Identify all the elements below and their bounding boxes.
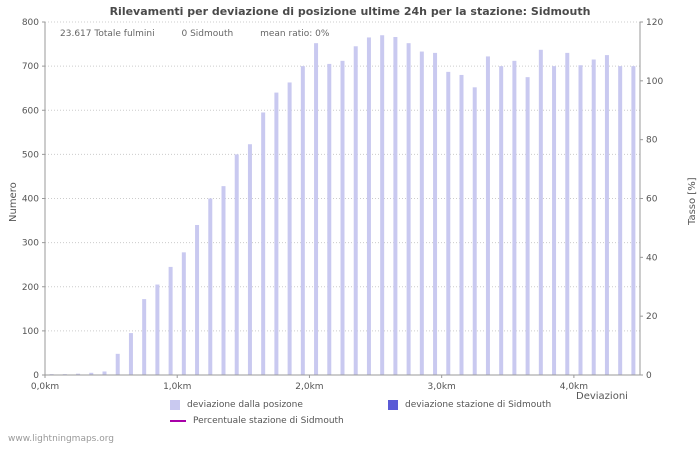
- x-tick-label: 4,0km: [560, 382, 588, 392]
- bar-deviation-position: [89, 372, 94, 375]
- legend-item-deviation-position: deviazione dalla posizone: [170, 400, 388, 410]
- total-lightning-count: 23.617 Totale fulmini: [60, 29, 155, 39]
- y-right-tick-label: 100: [646, 77, 663, 87]
- y-left-tick-label: 600: [22, 106, 39, 116]
- bar-deviation-position: [419, 51, 424, 375]
- legend-item-station-percentage: Percentuale stazione di Sidmouth: [170, 416, 344, 426]
- bar-deviation-position: [591, 59, 596, 375]
- bar-deviation-position: [340, 60, 345, 376]
- bar-deviation-position: [459, 74, 464, 375]
- bar-deviation-position: [485, 56, 490, 375]
- legend-swatch-bar-dark: [388, 400, 398, 410]
- bar-deviation-position: [631, 66, 636, 375]
- bar-deviation-position: [552, 66, 557, 375]
- bar-deviation-position: [181, 252, 186, 375]
- legend-row: Percentuale stazione di Sidmouth: [170, 413, 551, 429]
- chart-stats-line: 23.617 Totale fulmini 0 Sidmouth mean ra…: [60, 29, 353, 39]
- bar-deviation-position: [76, 373, 81, 375]
- watermark-link[interactable]: www.lightningmaps.org: [8, 434, 114, 444]
- chart-title: Rilevamenti per deviazione di posizione …: [109, 5, 591, 18]
- bar-deviation-position: [512, 60, 517, 376]
- y-left-tick-label: 0: [33, 371, 39, 381]
- bar-deviation-position: [168, 266, 173, 375]
- y-left-tick-label: 100: [22, 327, 39, 337]
- bar-deviation-position: [406, 43, 411, 376]
- bar-deviation-position: [366, 37, 371, 375]
- bar-deviation-position: [353, 46, 358, 376]
- bar-deviation-position: [115, 353, 120, 375]
- bar-deviation-position: [565, 52, 570, 375]
- bar-deviation-position: [287, 82, 292, 376]
- legend-swatch-bar-light: [170, 400, 180, 410]
- bar-deviation-position: [525, 77, 530, 375]
- bar-deviation-position: [221, 186, 226, 375]
- bar-deviation-position: [155, 284, 160, 375]
- bar-deviation-position: [446, 71, 451, 375]
- bar-deviation-position: [234, 154, 239, 375]
- bar-deviation-position: [314, 43, 319, 376]
- bar-deviation-position: [472, 87, 477, 376]
- y-right-tick-label: 60: [646, 195, 658, 205]
- y-right-tick-label: 80: [646, 136, 658, 146]
- bar-deviation-position: [195, 224, 200, 375]
- station-count: 0 Sidmouth: [181, 29, 234, 39]
- bar-deviation-position: [393, 37, 398, 375]
- bar-deviation-position: [604, 55, 609, 375]
- x-tick-label: 0,0km: [31, 382, 59, 392]
- bar-deviation-position: [274, 92, 279, 375]
- bar-deviation-position: [247, 144, 252, 375]
- bar-deviation-position: [142, 299, 147, 375]
- x-tick-label: 2,0km: [295, 382, 323, 392]
- bar-deviation-position: [300, 66, 305, 375]
- bar-deviation-position: [578, 65, 583, 376]
- bar-deviation-position: [261, 112, 266, 376]
- legend-swatch-line: [170, 420, 186, 422]
- bar-deviation-position: [327, 63, 332, 375]
- bar-deviation-position: [380, 35, 385, 376]
- y-right-tick-label: 0: [646, 371, 652, 381]
- y-left-tick-label: 400: [22, 195, 39, 205]
- legend-item-station-deviation: deviazione stazione di Sidmouth: [388, 400, 551, 410]
- y-right-tick-label: 40: [646, 253, 658, 263]
- bar-deviation-position: [499, 66, 504, 375]
- y-right-tick-label: 120: [646, 18, 663, 28]
- bar-deviation-position: [208, 198, 213, 375]
- x-tick-label: 3,0km: [428, 382, 456, 392]
- chart-legend: deviazione dalla posizone deviazione sta…: [170, 397, 551, 429]
- bar-deviation-position: [128, 333, 133, 375]
- y-right-tick-label: 20: [646, 312, 658, 322]
- legend-label-deviation-position: deviazione dalla posizone: [187, 400, 303, 410]
- x-tick-label: 1,0km: [163, 382, 191, 392]
- y-left-tick-label: 300: [22, 239, 39, 249]
- y-left-tick-label: 200: [22, 283, 39, 293]
- legend-label-station-deviation: deviazione stazione di Sidmouth: [405, 400, 552, 410]
- y-left-tick-label: 500: [22, 150, 39, 160]
- x-axis-label: Deviazioni: [576, 391, 628, 402]
- y-left-tick-label: 800: [22, 18, 39, 28]
- bar-deviation-position: [433, 52, 438, 375]
- legend-row: deviazione dalla posizone deviazione sta…: [170, 397, 551, 413]
- bar-deviation-position: [618, 66, 623, 375]
- bar-deviation-position: [102, 371, 107, 375]
- mean-ratio: mean ratio: 0%: [260, 29, 330, 39]
- legend-label-station-percentage: Percentuale stazione di Sidmouth: [193, 416, 344, 426]
- y-left-tick-label: 700: [22, 62, 39, 72]
- bar-deviation-position: [538, 49, 543, 376]
